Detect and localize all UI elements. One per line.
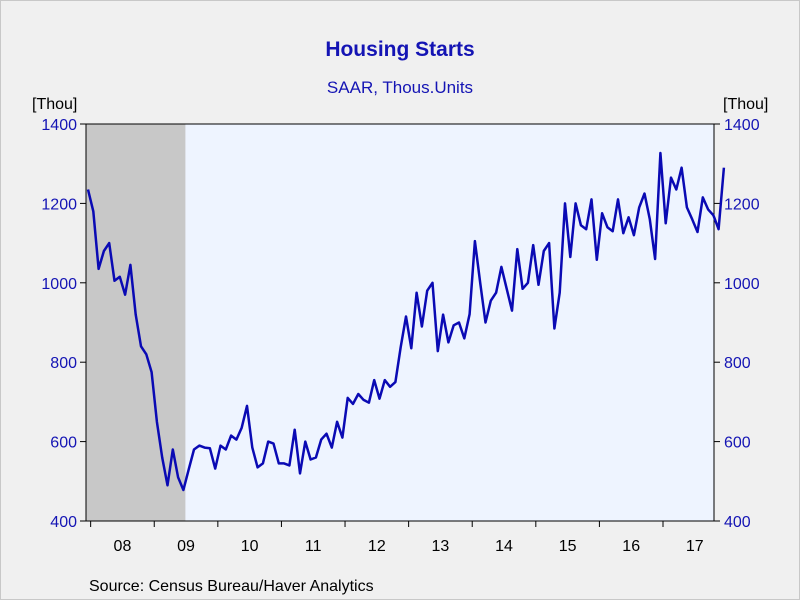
y-tick-label-left: 1000 (41, 276, 77, 293)
y-tick-label-right: 1400 (724, 117, 760, 134)
y-tick-label-right: 1200 (724, 196, 760, 213)
y-tick-label-right: 400 (724, 514, 751, 531)
source-note: Source: Census Bureau/Haver Analytics (89, 578, 374, 595)
y-tick-label-left: 1200 (41, 196, 77, 213)
x-tick-label: 08 (114, 538, 132, 555)
y-tick-label-right: 800 (724, 355, 751, 372)
x-tick-label: 09 (177, 538, 195, 555)
y-tick-label-left: 1400 (41, 117, 77, 134)
plot-area (86, 124, 714, 521)
chart-subtitle: SAAR, Thous.Units (326, 78, 474, 97)
x-tick-label: 14 (495, 538, 513, 555)
y-tick-label-right: 600 (724, 435, 751, 452)
series-line-housing-starts (86, 151, 726, 492)
x-tick-label: 10 (241, 538, 259, 555)
y-tick-label-left: 800 (50, 355, 77, 372)
plot-border (85, 123, 715, 522)
x-tick-label: 15 (559, 538, 577, 555)
x-tick-label: 13 (432, 538, 450, 555)
x-tick-label: 16 (622, 538, 640, 555)
chart-title: Housing Starts (325, 38, 475, 61)
recession-shade (86, 124, 186, 521)
x-tick-label: 11 (305, 538, 322, 555)
x-tick-label: 17 (686, 538, 704, 555)
y-tick-label-left: 600 (50, 435, 77, 452)
right-axis-unit: [Thou] (723, 96, 769, 113)
x-tick-label: 12 (368, 538, 386, 555)
y-tick-label-left: 400 (50, 514, 77, 531)
left-axis-unit: [Thou] (32, 96, 78, 113)
y-tick-label-right: 1000 (724, 276, 760, 293)
